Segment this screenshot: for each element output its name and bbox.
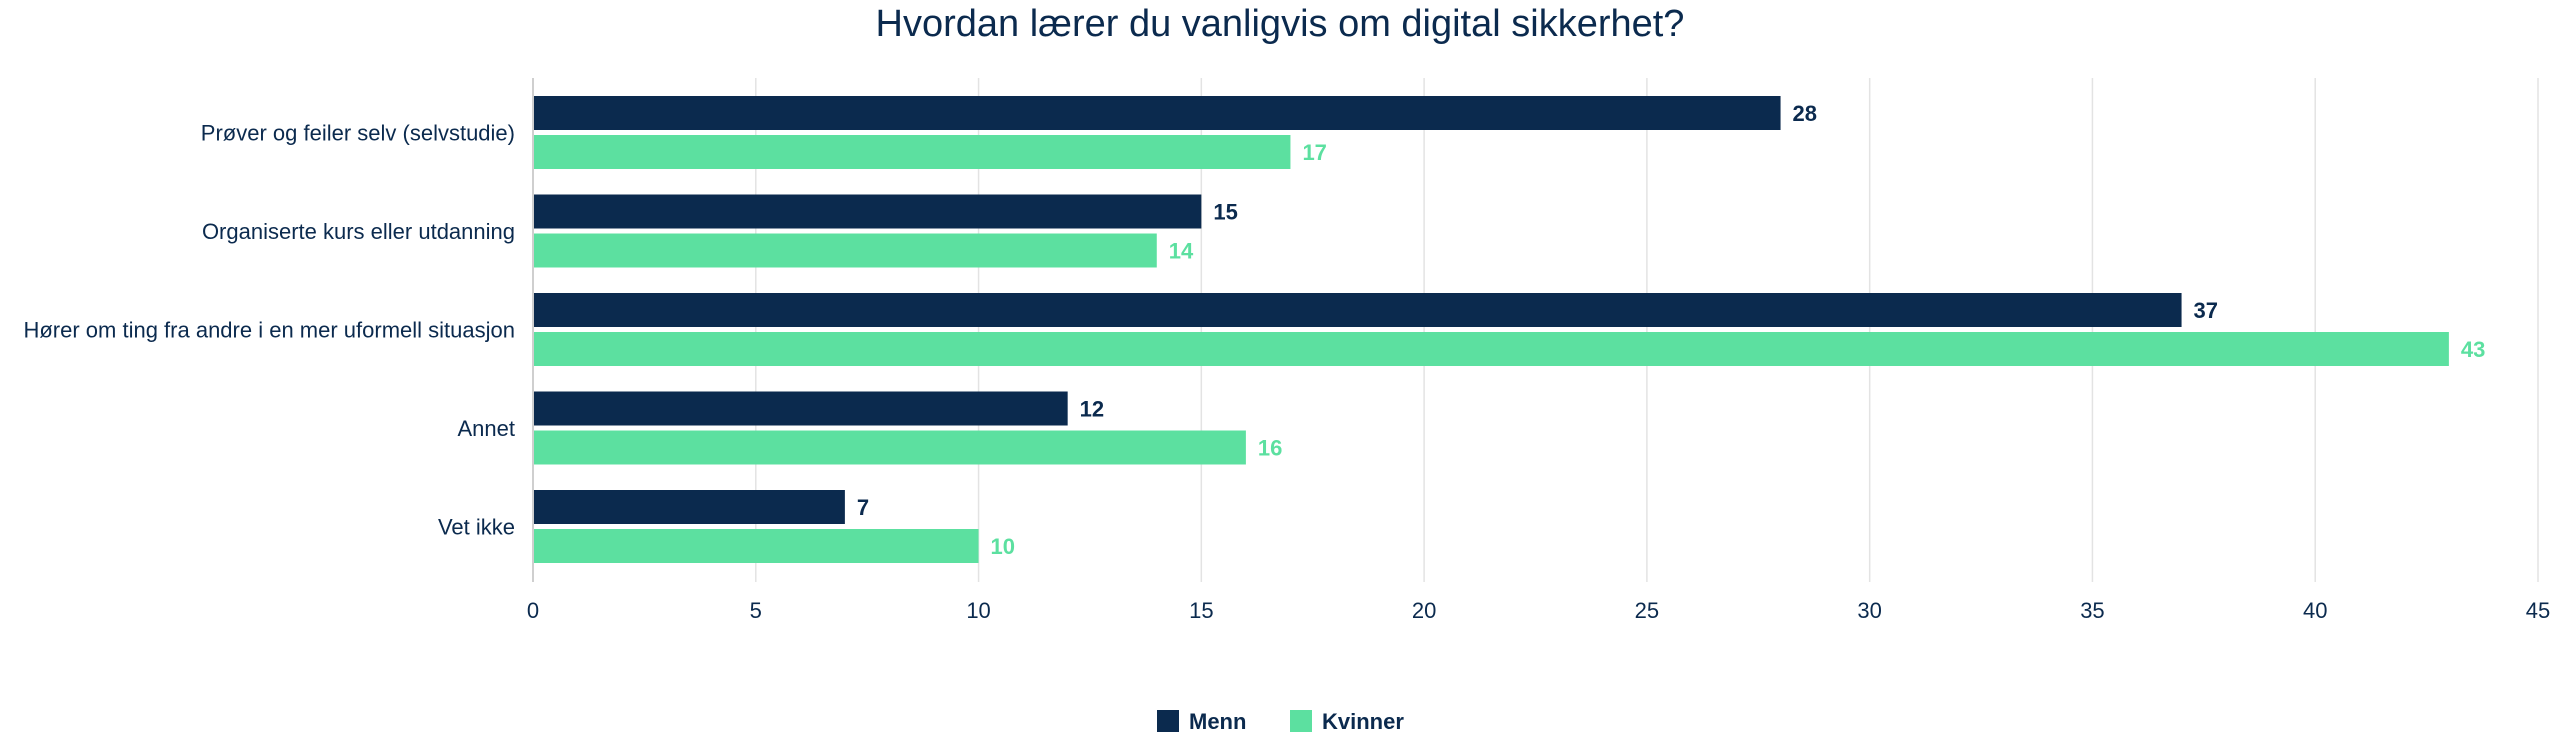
data-label: 12 — [1080, 397, 1104, 422]
data-label: 17 — [1302, 140, 1326, 165]
legend-label[interactable]: Menn — [1189, 709, 1246, 734]
x-axis-ticks: 0 5 10 15 20 25 30 35 40 45 — [527, 598, 2550, 623]
x-tick-label: 45 — [2526, 598, 2550, 623]
category-label: Annet — [458, 416, 516, 441]
bar-kvinner[interactable] — [533, 233, 1157, 268]
data-label: 7 — [857, 495, 869, 520]
bar-menn[interactable] — [533, 391, 1068, 426]
data-label: 37 — [2194, 298, 2218, 323]
data-label: 14 — [1169, 239, 1194, 264]
x-tick-label: 10 — [966, 598, 990, 623]
x-tick-label: 0 — [527, 598, 539, 623]
category-label: Hører om ting fra andre i en mer uformel… — [23, 318, 515, 343]
x-tick-label: 30 — [1857, 598, 1881, 623]
category-label: Vet ikke — [438, 515, 515, 540]
bar-menn[interactable] — [533, 490, 845, 524]
bar-kvinner[interactable] — [533, 529, 979, 563]
x-tick-label: 20 — [1412, 598, 1436, 623]
data-label: 15 — [1213, 200, 1237, 225]
legend-label[interactable]: Kvinner — [1322, 709, 1404, 734]
x-tick-label: 35 — [2080, 598, 2104, 623]
bar-kvinner[interactable] — [533, 332, 2449, 366]
category-label: Organiserte kurs eller utdanning — [202, 219, 515, 244]
data-label: 10 — [991, 534, 1015, 559]
data-labels: 28 17 15 14 37 43 12 16 7 10 — [857, 101, 2485, 559]
category-label: Prøver og feiler selv (selvstudie) — [201, 121, 515, 146]
x-tick-label: 15 — [1189, 598, 1213, 623]
data-label: 43 — [2461, 337, 2485, 362]
bar-menn[interactable] — [533, 293, 2182, 327]
bar-menn[interactable] — [533, 96, 1781, 130]
bar-kvinner[interactable] — [533, 430, 1246, 465]
x-tick-label: 25 — [1635, 598, 1659, 623]
data-label: 28 — [1793, 101, 1817, 126]
x-tick-label: 5 — [750, 598, 762, 623]
category-labels: Prøver og feiler selv (selvstudie) Organi… — [23, 121, 515, 540]
bars — [533, 96, 2449, 563]
x-tick-label: 40 — [2303, 598, 2327, 623]
legend-swatch[interactable] — [1157, 710, 1179, 732]
chart-title: Hvordan lærer du vanligvis om digital si… — [876, 3, 1685, 45]
legend: Menn Kvinner — [1157, 709, 1404, 734]
bar-menn[interactable] — [533, 194, 1202, 229]
bar-kvinner[interactable] — [533, 135, 1291, 169]
legend-swatch[interactable] — [1290, 710, 1312, 732]
data-label: 16 — [1258, 436, 1282, 461]
